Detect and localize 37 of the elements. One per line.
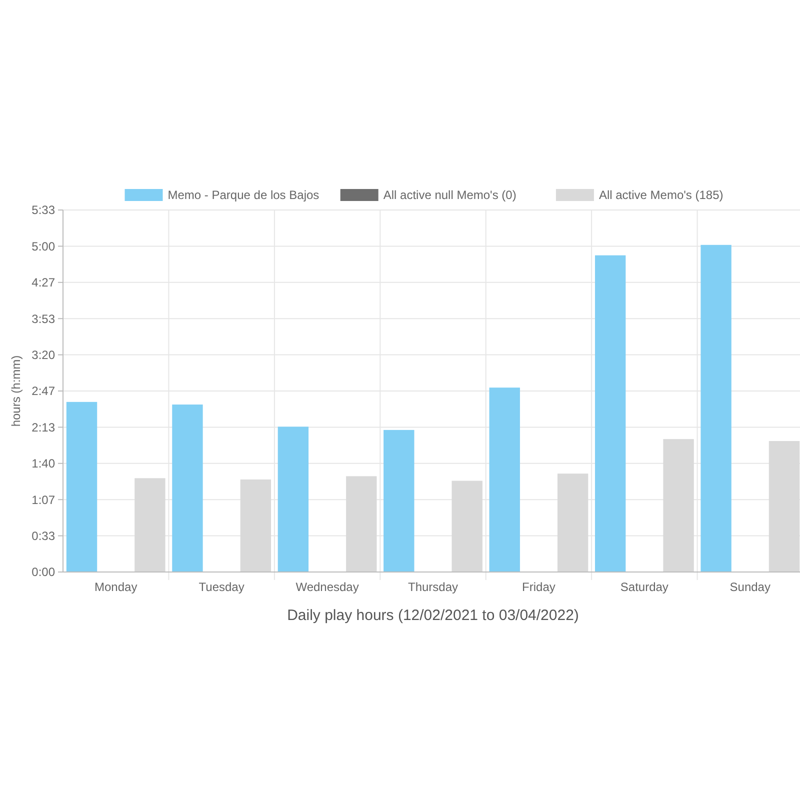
x-tick-label: Saturday: [620, 580, 668, 594]
bar: [278, 426, 309, 572]
y-tick-label: 2:47: [32, 384, 56, 398]
x-tick-label: Friday: [522, 580, 556, 594]
x-tick-label: Sunday: [730, 580, 770, 594]
bar: [489, 388, 520, 572]
bar: [384, 430, 414, 572]
bar: [134, 478, 166, 572]
y-tick-label: 3:20: [32, 348, 56, 362]
y-axis-title: hours (h:mm): [9, 355, 23, 427]
bar: [663, 439, 694, 572]
x-axis-title: Daily play hours (12/02/2021 to 03/04/2022): [287, 607, 579, 624]
bar: [594, 255, 626, 572]
y-tick-label: 3:53: [32, 312, 56, 326]
bar: [346, 476, 377, 572]
y-tick-label: 0:00: [32, 565, 56, 580]
bar: [172, 404, 203, 572]
y-tick-label: 5:33: [32, 203, 56, 218]
legend-label: All active null Memo's (0): [383, 188, 516, 202]
x-tick-label: Monday: [94, 580, 138, 594]
bar: [66, 402, 98, 572]
y-tick-label: 4:27: [32, 276, 56, 290]
bar: [452, 480, 482, 572]
y-tick-label: 0:33: [32, 528, 56, 543]
bar: [768, 441, 800, 572]
legend-label: All active Memo's (185): [598, 188, 724, 202]
bar: [240, 479, 272, 572]
x-tick-label: Wednesday: [296, 580, 359, 594]
y-tick-label: 5:00: [32, 239, 56, 254]
x-tick-label: Thursday: [408, 580, 458, 594]
y-tick-label: 2:13: [32, 420, 56, 434]
x-tick-label: Tuesday: [198, 580, 244, 594]
y-tick-label: 1:07: [32, 492, 56, 507]
legend-label: Memo - Parque de los Bajos: [168, 188, 320, 202]
y-tick-label: 1:40: [32, 456, 56, 471]
bar: [700, 244, 732, 572]
bar: [557, 474, 588, 572]
